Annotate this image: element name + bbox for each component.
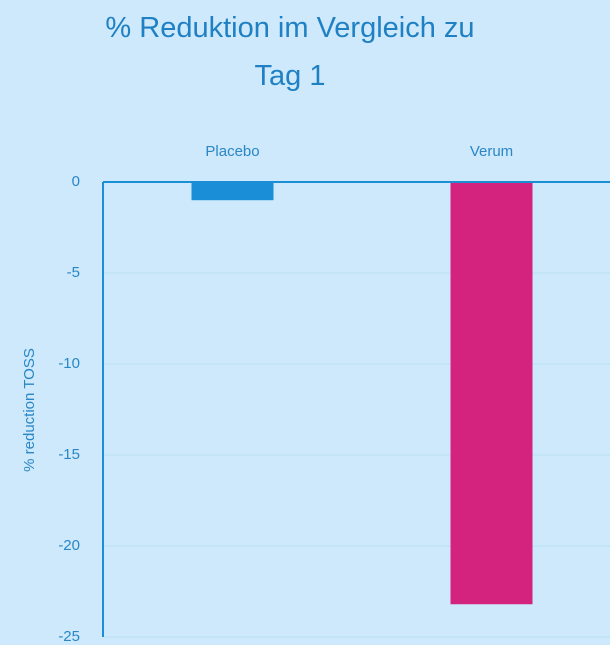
chart-title: % Reduktion im Vergleich zu Tag 1 (105, 12, 475, 92)
y-tick-label: -5 (67, 264, 80, 281)
y-tick-label: -15 (58, 446, 80, 463)
x-tick-label: Placebo (205, 143, 259, 160)
y-tick-label: -20 (58, 537, 80, 554)
y-tick-label: 0 (72, 173, 80, 190)
y-tick-label: -10 (58, 355, 80, 372)
bar (450, 182, 533, 605)
x-tick-label: Verum (470, 143, 513, 160)
bar (191, 182, 274, 201)
y-tick-label: -25 (58, 628, 80, 645)
y-axis-label: % reduction TOSS (21, 348, 38, 472)
